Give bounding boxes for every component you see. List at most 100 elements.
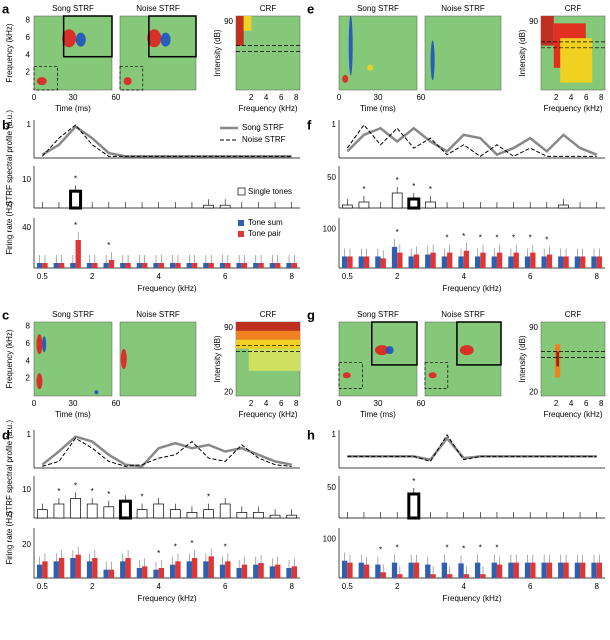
x-tick-label: 8 — [594, 582, 599, 591]
bar-sum — [458, 563, 464, 578]
bar-pair — [480, 252, 486, 268]
y-tick-label: 6 — [26, 33, 31, 42]
profile-line — [42, 437, 292, 467]
panel-label: d — [2, 427, 10, 442]
heatmap-blob — [430, 40, 435, 81]
significance-star: * — [174, 542, 177, 551]
significance-star: * — [412, 477, 415, 486]
y-tick-label: 90 — [529, 323, 538, 332]
bar-pair — [42, 263, 48, 268]
profile-line — [41, 124, 292, 157]
roi-box — [371, 321, 418, 366]
bar-pair — [75, 554, 81, 578]
bar-sum — [236, 263, 242, 268]
bar-pair — [563, 562, 569, 578]
plot-title: CRF — [565, 310, 582, 319]
significance-star: * — [91, 487, 94, 496]
x-tick-label: 60 — [111, 399, 120, 408]
y-tick-label: 20 — [22, 540, 31, 549]
bar-pair — [92, 558, 98, 578]
y-tick-label: 4 — [26, 356, 31, 365]
single-tone-bar — [219, 204, 231, 209]
single-tone-bar — [269, 514, 281, 519]
y-axis-label: Firing rate (Hz) — [5, 201, 14, 255]
heatmap-blob — [147, 29, 162, 48]
significance-star: * — [57, 487, 60, 496]
significance-star: * — [495, 544, 498, 553]
bar-sum — [136, 263, 143, 268]
y-tick-label: 1 — [332, 120, 337, 129]
panel-label: b — [2, 117, 10, 132]
legend-label: Tone pair — [248, 229, 281, 238]
bar-pair — [447, 252, 453, 268]
bar-pair — [463, 574, 470, 578]
y-axis-label: STRF spectral profile (a.u.) — [5, 110, 14, 206]
single-tone-bar — [407, 197, 421, 210]
x-tick-label: 6 — [279, 399, 284, 408]
y-axis-label: Intensity (dB) — [518, 335, 527, 382]
plot-title: Song STRF — [52, 310, 94, 319]
x-tick-label: 2 — [90, 582, 95, 591]
significance-star: * — [529, 234, 532, 243]
bar-sum — [36, 263, 43, 268]
x-axis-label: Time (ms) — [360, 104, 396, 113]
y-tick-label: 10 — [22, 175, 31, 184]
bar-pair — [496, 564, 503, 578]
heatmap-blob — [36, 77, 47, 86]
bar-pair — [225, 561, 231, 578]
heatmap-bg — [424, 15, 502, 91]
y-tick-label: 6 — [26, 339, 31, 348]
bar-sum — [203, 263, 209, 268]
x-tick-label: 30 — [69, 93, 78, 102]
bar-pair — [241, 263, 248, 268]
single-tone-bar — [103, 506, 115, 519]
bar-sum — [358, 562, 364, 578]
significance-star: * — [157, 549, 160, 558]
panel-label: f — [307, 117, 312, 132]
bar-pair — [347, 562, 353, 578]
x-tick-label: 6 — [584, 93, 589, 102]
crf-cell — [248, 348, 300, 371]
bar-pair — [108, 569, 115, 578]
heatmap-blob — [160, 32, 171, 47]
bar-sum — [36, 564, 43, 578]
y-tick-label: 2 — [26, 374, 31, 383]
bar-sum — [558, 256, 564, 268]
y-tick-label: 4 — [26, 50, 31, 59]
bar-pair — [546, 562, 553, 578]
crf-cell — [236, 330, 300, 340]
heatmap-blob — [75, 32, 86, 47]
bar-pair — [580, 256, 586, 268]
roi-box — [148, 15, 197, 58]
bar-sum — [169, 263, 176, 268]
bar-pair — [142, 263, 148, 268]
bar-pair — [563, 256, 569, 268]
y-tick-label: 1 — [27, 120, 32, 129]
significance-star: * — [479, 234, 482, 243]
y-tick-label: 20 — [529, 387, 538, 396]
x-tick-label: 4 — [156, 272, 161, 281]
heatmap-blob — [36, 373, 43, 390]
bar-sum — [70, 263, 76, 268]
bar-pair — [513, 252, 519, 268]
plot-title: CRF — [565, 4, 582, 13]
bar-sum — [219, 564, 226, 578]
heatmap-blob — [62, 29, 77, 48]
bar-sum — [375, 256, 381, 268]
bar-sum — [541, 256, 547, 268]
bar-sum — [86, 263, 93, 268]
x-tick-label: 2 — [395, 582, 400, 591]
bar-sum — [474, 256, 481, 268]
x-tick-label: 8 — [599, 93, 604, 102]
y-axis-label: Frequency (kHz) — [5, 329, 14, 388]
single-tone-bar — [70, 498, 81, 519]
single-tone-bar — [36, 509, 48, 519]
bar-pair — [397, 574, 403, 578]
heatmap-bg — [338, 321, 418, 397]
single-tone-bar — [153, 503, 165, 519]
y-tick-label: 1 — [332, 430, 337, 439]
panel-label: c — [2, 307, 9, 322]
significance-star: * — [74, 482, 77, 491]
bar-pair — [363, 256, 370, 268]
